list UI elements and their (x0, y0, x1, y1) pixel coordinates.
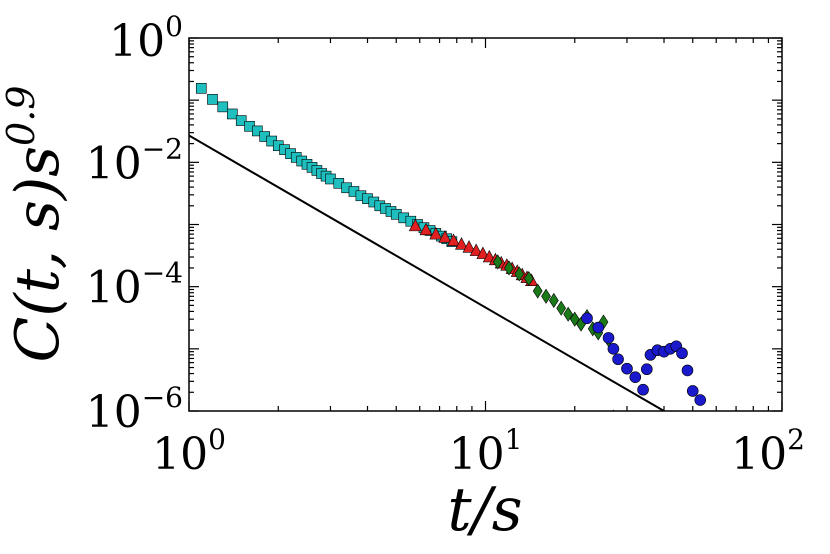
series-diamond-point (612, 409, 615, 411)
series-square-point (252, 125, 263, 137)
series-diamond-point (523, 271, 534, 287)
reference-power-law-line-layer (189, 134, 665, 411)
series-triangle-point (476, 246, 490, 259)
series-circle-point (629, 371, 642, 383)
series-triangle-point (429, 226, 443, 240)
series-triangle-point (462, 240, 476, 253)
x-axis-label: t/s (447, 475, 522, 545)
y-tick-label: 10−4 (86, 257, 183, 314)
series-square-point (217, 101, 229, 113)
x-tick-label: 100 (152, 423, 226, 480)
series-circle-point (581, 312, 593, 325)
series-circle-point (607, 343, 620, 355)
series-diamond-point (532, 283, 543, 299)
series-triangle-point (455, 237, 469, 250)
series-diamond-point (556, 300, 567, 316)
series-diamond-point (492, 254, 503, 270)
data-points-layer (195, 83, 707, 411)
series-square-point (227, 108, 238, 120)
reference-power-law-line (189, 134, 665, 411)
series-triangle-point (408, 218, 422, 232)
series-triangle-point (438, 230, 452, 243)
series-square-point (235, 115, 247, 126)
series-circle-point (592, 321, 605, 334)
y-tick-label: 10−2 (86, 132, 183, 189)
series-circle-point (686, 385, 699, 397)
y-axis-label-main: C(t, s)s (3, 146, 73, 363)
plot-area (189, 38, 782, 411)
series-circle-point (602, 332, 615, 344)
series-circle-point (621, 362, 633, 375)
series-circle-point (641, 363, 653, 376)
y-axis-label-exponent: 0.9 (0, 86, 43, 146)
series-triangle-point (469, 243, 483, 256)
series-circle-point (612, 353, 624, 366)
axis-ticks-layer (188, 37, 783, 412)
series-diamond-point (504, 260, 514, 276)
series-diamond-point (541, 288, 551, 304)
series-diamond-point (514, 266, 525, 282)
series-diamond-point (563, 306, 574, 322)
series-diamond-point (548, 292, 559, 309)
y-tick-label: 100 (109, 10, 183, 67)
series-triangle-point (419, 222, 433, 236)
series-triangle-point (447, 233, 461, 246)
y-axis-label: C(t, s)s0.9 (0, 86, 73, 363)
series-circle-point (694, 394, 707, 406)
y-tick-label: 10−6 (86, 381, 183, 438)
series-circle-point (637, 383, 649, 396)
x-tick-label: 101 (449, 423, 523, 480)
series-circle-point (681, 364, 694, 377)
x-tick-label: 102 (731, 423, 805, 480)
series-square-point (207, 94, 218, 105)
tick-labels-layer: 100 101 102 10−6 10−4 10−2 100 (86, 10, 805, 480)
series-circle-point (676, 347, 688, 360)
series-diamond-point (569, 311, 580, 327)
series-square-point (195, 83, 207, 94)
